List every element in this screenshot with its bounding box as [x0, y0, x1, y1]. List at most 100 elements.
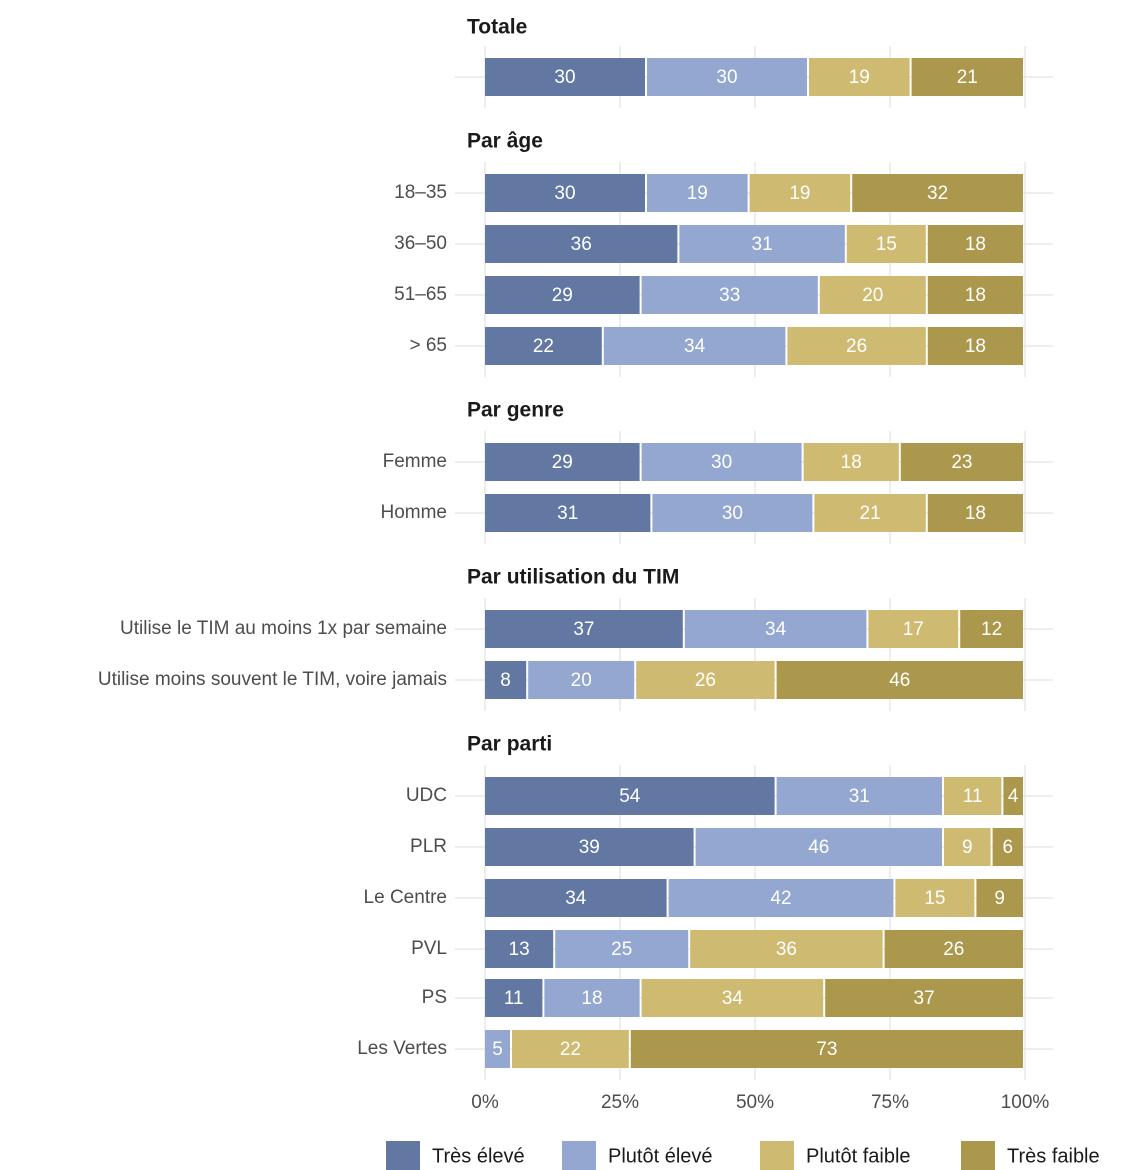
data-label: 25 — [611, 939, 632, 960]
bar-segment — [992, 828, 1023, 866]
data-label: 36 — [571, 234, 592, 255]
bar-segment — [485, 777, 775, 815]
bar-segment — [485, 879, 667, 917]
data-label: 31 — [849, 786, 870, 807]
bar-segment — [555, 930, 689, 968]
data-label: 26 — [943, 939, 964, 960]
bar-segment — [485, 174, 645, 212]
legend-swatch — [386, 1141, 420, 1170]
legend-swatch — [562, 1141, 596, 1170]
data-label: 9 — [994, 888, 1005, 909]
bar-segment — [787, 327, 926, 365]
bar-segment — [647, 58, 807, 96]
x-tick-label: 0% — [471, 1092, 499, 1113]
data-label: 30 — [711, 452, 732, 473]
data-label: 33 — [719, 285, 740, 306]
bar-segment — [684, 610, 867, 648]
data-label: 22 — [560, 1039, 581, 1060]
bar-segment — [668, 879, 894, 917]
data-label: 26 — [846, 336, 867, 357]
data-label: 73 — [816, 1039, 837, 1060]
bar-segment — [485, 58, 645, 96]
bar-segment — [641, 979, 824, 1017]
data-label: 4 — [1008, 786, 1019, 807]
row-label: Utilise moins souvent le TIM, voire jama… — [98, 669, 447, 690]
data-label: 34 — [565, 888, 587, 909]
bar-segment — [485, 225, 678, 263]
bar-segment — [485, 930, 554, 968]
data-label: 39 — [579, 837, 600, 858]
bar-segment — [512, 1030, 629, 1068]
data-label: 15 — [876, 234, 897, 255]
bar-segment — [960, 610, 1023, 648]
bar-segment — [814, 494, 926, 532]
bar-segment — [749, 174, 851, 212]
data-label: 30 — [554, 183, 575, 204]
bar-segment — [927, 327, 1023, 365]
bar-segment — [485, 443, 640, 481]
bar-segment — [825, 979, 1023, 1017]
group-title: Par utilisation du TIM — [467, 566, 679, 589]
bar-segment — [927, 225, 1023, 263]
bar-segment — [485, 979, 543, 1017]
row-label: Femme — [383, 451, 447, 472]
row-label: > 65 — [409, 335, 447, 356]
bar-segment — [1003, 777, 1023, 815]
bar-segment — [647, 174, 748, 212]
data-label: 9 — [962, 837, 973, 858]
data-label: 26 — [695, 670, 716, 691]
bar-segment — [485, 1030, 510, 1068]
data-label: 18 — [965, 285, 986, 306]
data-label: 11 — [504, 988, 524, 1009]
bar-segment — [944, 828, 991, 866]
bar-segment — [485, 661, 527, 699]
bar-segment — [679, 225, 845, 263]
bar-segment — [544, 979, 640, 1017]
data-label: 18 — [965, 234, 986, 255]
data-label: 54 — [619, 786, 641, 807]
data-label: 30 — [554, 67, 575, 88]
row-label: 51–65 — [394, 284, 447, 305]
bar-segment — [927, 276, 1023, 314]
x-tick-label: 75% — [871, 1092, 909, 1113]
row-label: 18–35 — [394, 182, 447, 203]
data-label: 29 — [552, 452, 573, 473]
bar-segment — [690, 930, 883, 968]
row-label: PLR — [410, 836, 447, 857]
data-label: 11 — [963, 786, 983, 807]
bar-segment — [852, 174, 1023, 212]
data-label: 29 — [552, 285, 573, 306]
row-label: UDC — [406, 785, 447, 806]
data-label: 19 — [789, 183, 810, 204]
group-title: Par âge — [467, 130, 543, 153]
data-label: 37 — [914, 988, 935, 1009]
data-label: 17 — [903, 619, 924, 640]
bar-segment — [868, 610, 959, 648]
bar-segment — [641, 276, 818, 314]
data-label: 12 — [981, 619, 1002, 640]
x-tick-label: 100% — [1001, 1092, 1050, 1113]
data-label: 31 — [752, 234, 773, 255]
data-label: 6 — [1003, 837, 1014, 858]
row-label: 36–50 — [394, 233, 447, 254]
data-label: 46 — [889, 670, 910, 691]
bar-segment — [528, 661, 635, 699]
data-label: 18 — [965, 336, 986, 357]
bar-segment — [884, 930, 1023, 968]
legend-label: Très faible — [1007, 1145, 1100, 1167]
row-label: Homme — [380, 502, 447, 523]
legend-swatch — [961, 1141, 995, 1170]
data-label: 21 — [860, 503, 881, 524]
x-tick-label: 50% — [736, 1092, 774, 1113]
legend-label: Plutôt élevé — [608, 1145, 713, 1167]
bar-segment — [695, 828, 942, 866]
bar-segment — [776, 777, 942, 815]
data-label: 31 — [557, 503, 578, 524]
bar-segment — [976, 879, 1023, 917]
data-label: 23 — [951, 452, 972, 473]
data-label: 42 — [770, 888, 791, 909]
data-label: 34 — [765, 619, 787, 640]
bar-segment — [485, 327, 602, 365]
bar-segment — [944, 777, 1002, 815]
bar-segment — [846, 225, 926, 263]
